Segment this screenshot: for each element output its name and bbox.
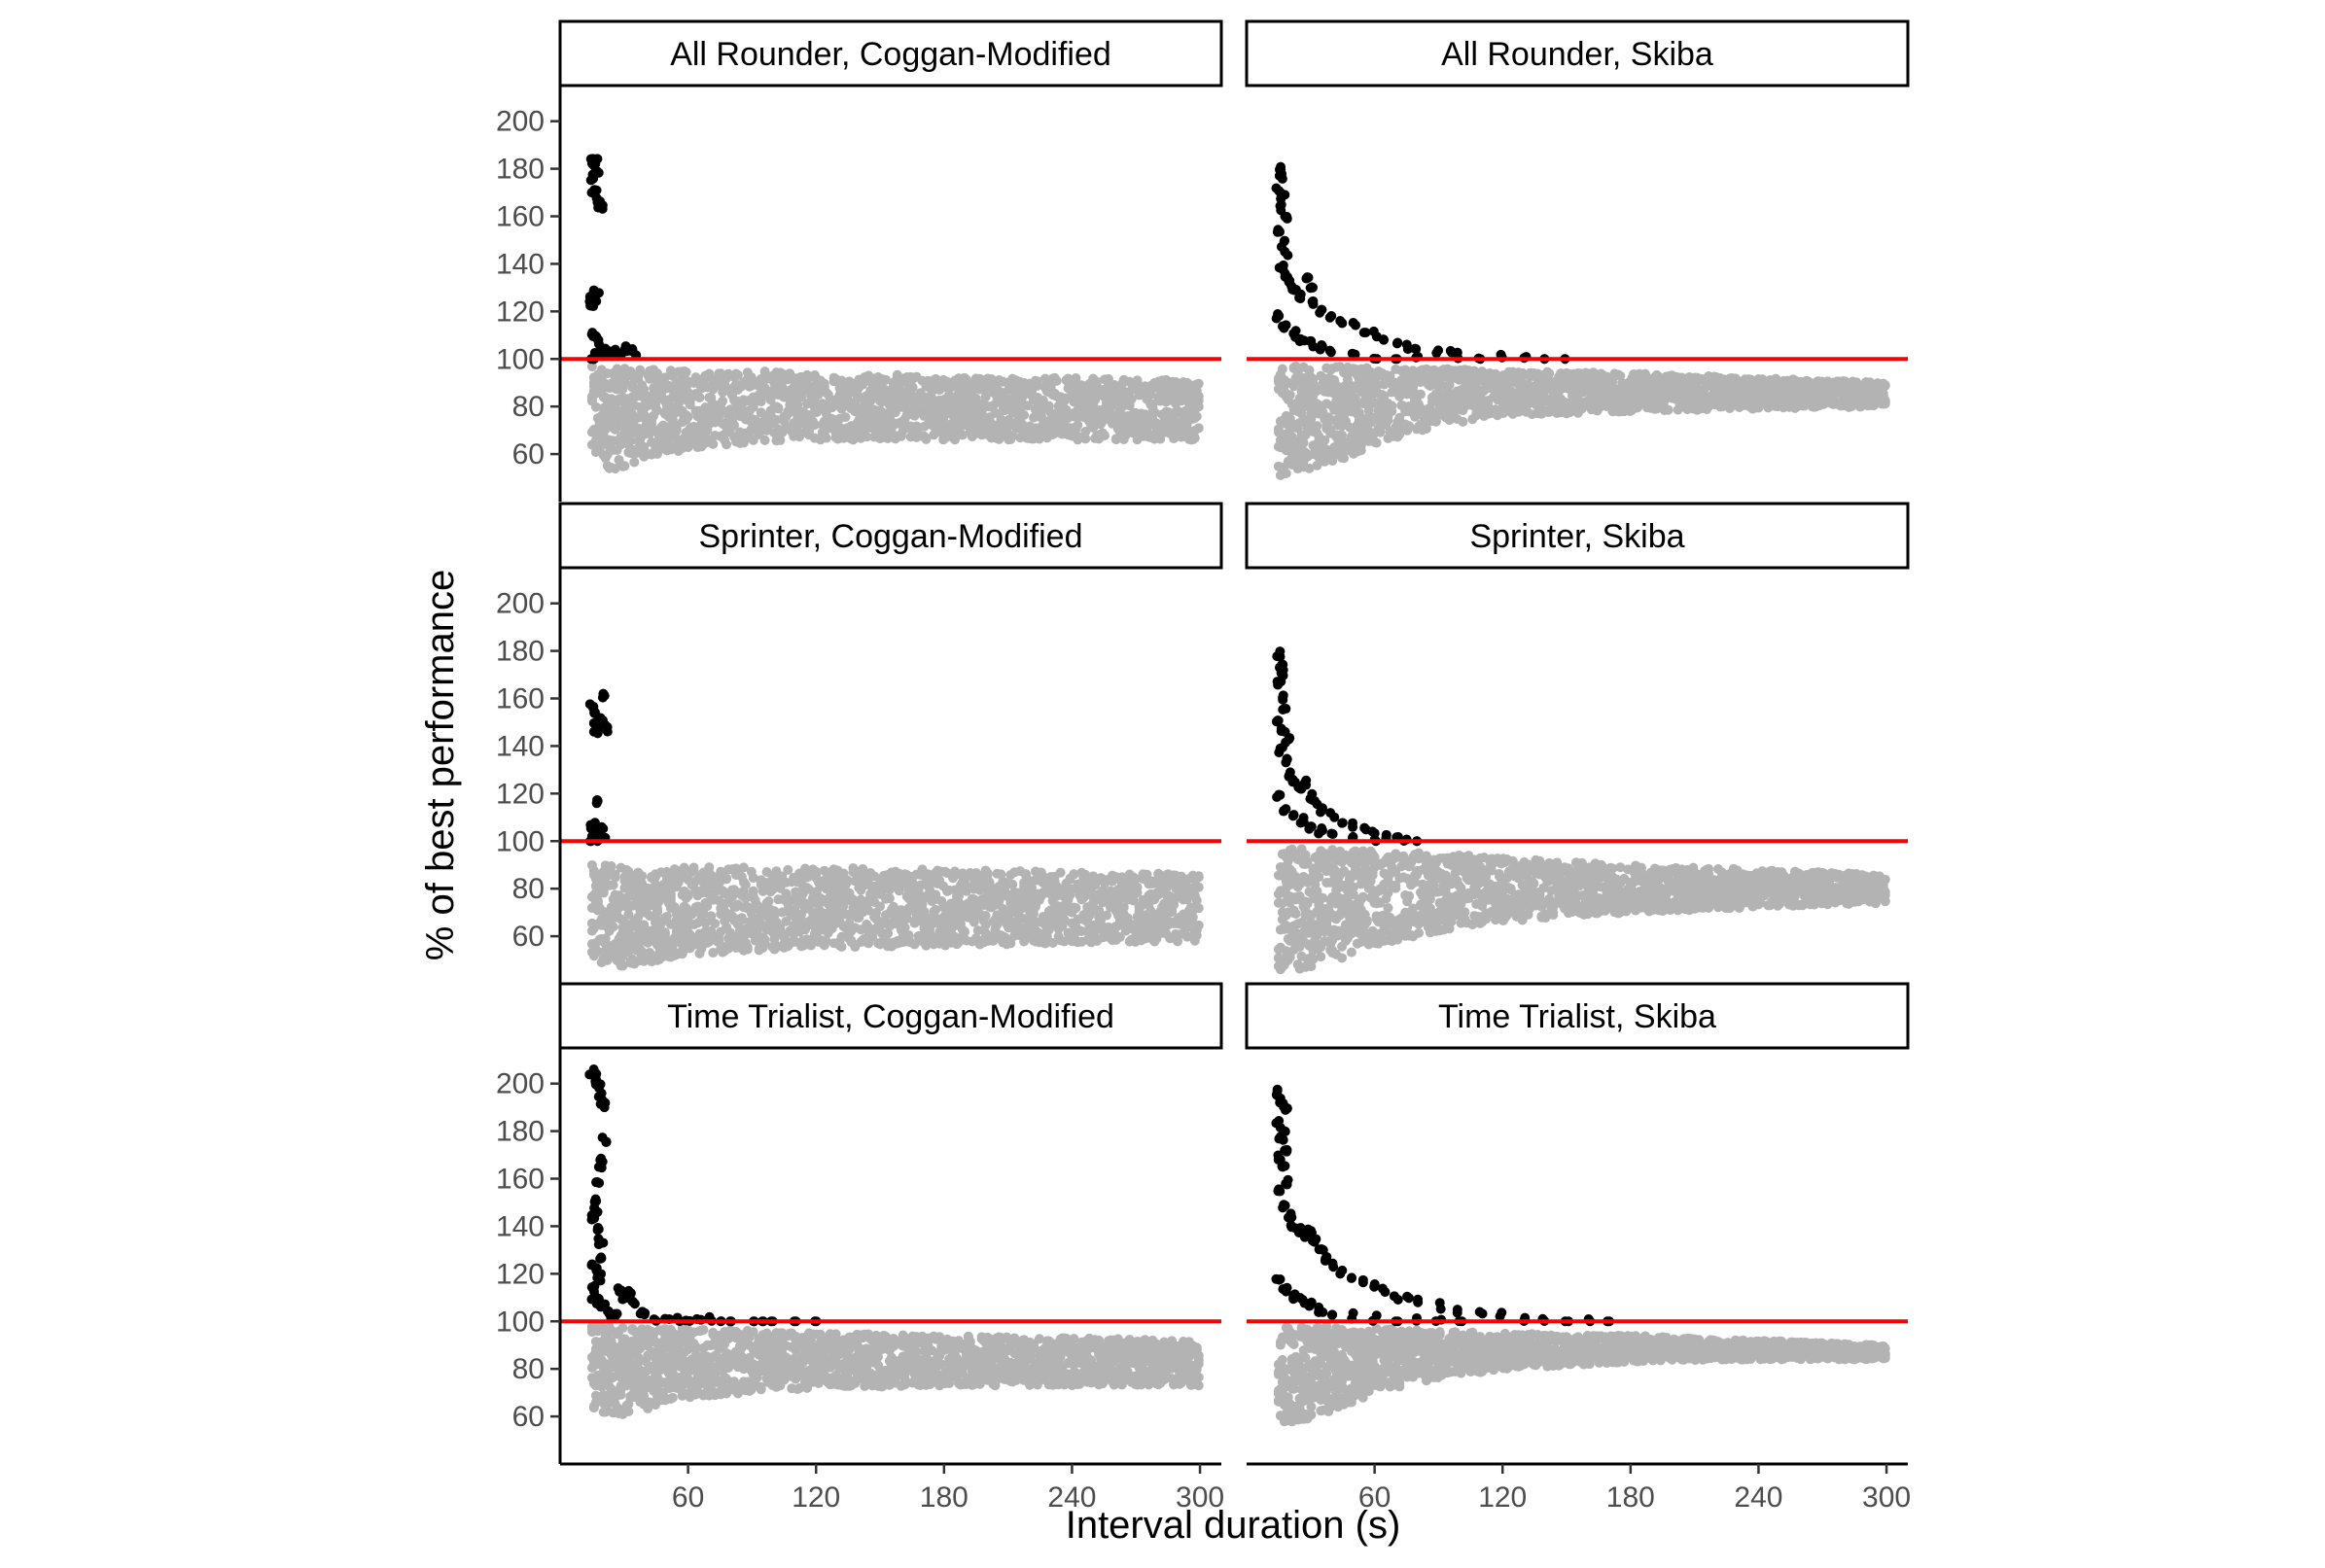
data-point (773, 403, 783, 413)
data-point (1453, 348, 1462, 358)
data-point (637, 871, 647, 881)
data-point (1422, 424, 1431, 434)
data-point (1327, 456, 1337, 466)
data-point (592, 166, 602, 176)
data-point (820, 379, 829, 389)
data-point (1348, 349, 1357, 359)
data-point (598, 204, 608, 214)
data-point (1387, 406, 1396, 416)
data-point (1315, 308, 1324, 318)
data-point (1306, 283, 1316, 293)
y-tick-label: 200 (496, 106, 545, 138)
data-point (1278, 365, 1287, 374)
data-point (694, 393, 704, 402)
data-point (684, 412, 693, 422)
data-point (741, 880, 751, 889)
data-point (1052, 376, 1062, 386)
y-tick-label: 120 (496, 296, 545, 328)
data-point (983, 868, 993, 878)
data-point (981, 911, 991, 921)
y-tick-label: 160 (496, 201, 545, 233)
y-tick-label: 60 (512, 438, 545, 470)
data-point (589, 286, 599, 296)
data-point (1056, 868, 1066, 878)
data-point (1416, 390, 1426, 400)
data-point (1326, 311, 1336, 321)
data-point (708, 439, 718, 449)
data-point (710, 919, 720, 928)
y-tick-label: 140 (496, 248, 545, 280)
data-point (1194, 401, 1204, 411)
data-point (885, 893, 895, 903)
data-point (840, 412, 850, 422)
data-point (1274, 311, 1284, 321)
data-point (1278, 322, 1287, 331)
data-point (1881, 396, 1890, 405)
data-point (1280, 212, 1289, 222)
data-point (1372, 438, 1382, 448)
data-point (1392, 338, 1402, 348)
data-point (1194, 423, 1204, 433)
data-point (760, 436, 770, 445)
data-point (1317, 340, 1326, 350)
data-point (1192, 411, 1202, 421)
data-point (764, 896, 774, 906)
data-point (1349, 318, 1358, 328)
data-point (652, 907, 662, 917)
data-point (743, 945, 753, 955)
data-point (1280, 247, 1289, 257)
data-point (1071, 903, 1080, 913)
data-point (1326, 347, 1336, 357)
y-tick-label: 100 (496, 343, 545, 375)
data-point (1194, 392, 1204, 401)
data-point (960, 927, 969, 937)
data-point (1291, 326, 1301, 335)
data-point (783, 865, 793, 875)
data-point (629, 457, 639, 467)
data-point (1431, 348, 1441, 358)
data-point (1285, 276, 1294, 286)
data-point (1308, 296, 1318, 306)
data-point (1073, 420, 1082, 430)
data-point (1007, 880, 1017, 889)
data-point (1277, 199, 1286, 209)
data-point (822, 434, 831, 443)
data-point (1275, 226, 1285, 236)
data-point (619, 461, 629, 470)
data-point (1458, 417, 1467, 427)
panel-title: Sprinter, Coggan-Modified (698, 518, 1082, 555)
data-point (837, 942, 847, 952)
data-point (590, 296, 600, 306)
data-point (609, 922, 618, 931)
data-point (1280, 236, 1289, 246)
data-point (722, 874, 731, 884)
data-point (1277, 169, 1286, 179)
data-point (1282, 469, 1291, 478)
data-point (1339, 453, 1349, 463)
data-point (1294, 293, 1304, 302)
panel-title: All Rounder, Skiba (1441, 36, 1713, 73)
data-point (1194, 379, 1204, 389)
data-point (1664, 405, 1673, 415)
y-tick-label: 80 (512, 391, 545, 423)
data-point (1335, 316, 1345, 326)
data-point (1881, 381, 1890, 391)
data-point (1303, 272, 1313, 282)
y-tick-label: 180 (496, 154, 545, 186)
data-point (1544, 368, 1554, 378)
data-point (722, 439, 731, 449)
data-point (908, 382, 918, 392)
data-point (1379, 335, 1389, 345)
data-point (1100, 431, 1110, 440)
data-point (718, 397, 727, 406)
data-point (593, 335, 603, 345)
data-point (1286, 390, 1295, 400)
panel-title: All Rounder, Coggan-Modified (670, 36, 1111, 73)
data-point (1019, 410, 1029, 420)
data-point (666, 891, 676, 901)
data-point (682, 367, 691, 377)
